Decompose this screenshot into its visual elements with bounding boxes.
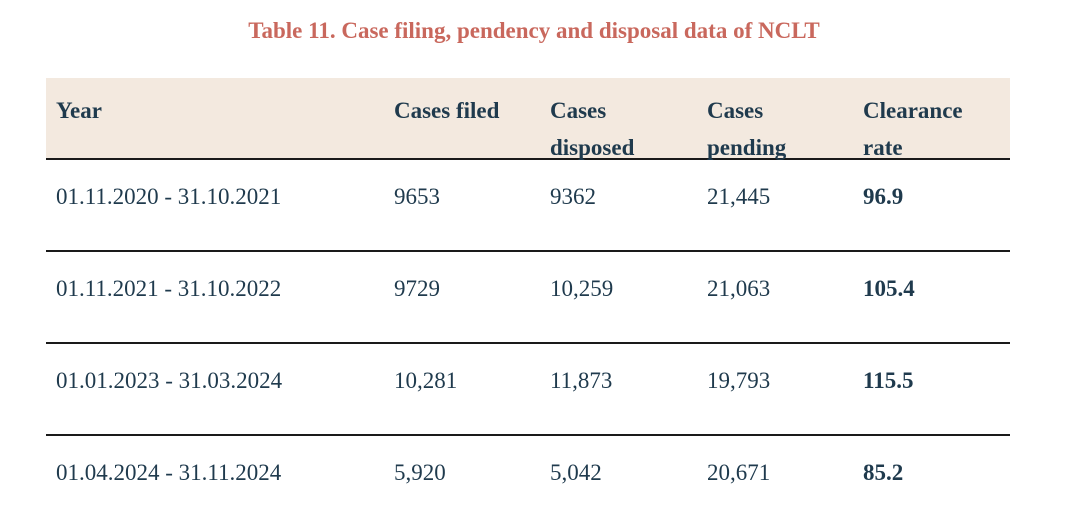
cell-cases-pending: 19,793 bbox=[707, 368, 771, 393]
cell-clearance-rate: 96.9 bbox=[863, 184, 904, 209]
header-cases-disposed: Cases disposed bbox=[550, 92, 634, 166]
cell-clearance-rate: 115.5 bbox=[863, 368, 914, 393]
header-clearance-rate-line2: rate bbox=[863, 135, 903, 160]
header-year-label: Year bbox=[56, 98, 102, 123]
cell-clearance-rate: 105.4 bbox=[863, 276, 915, 301]
header-cases-filed: Cases filed bbox=[394, 92, 499, 129]
header-cases-pending-line2: pending bbox=[707, 135, 787, 160]
cell-cases-disposed: 9362 bbox=[550, 184, 596, 209]
cell-year: 01.01.2023 - 31.03.2024 bbox=[56, 368, 283, 393]
cell-cases-pending: 20,671 bbox=[707, 460, 771, 485]
cell-year: 01.11.2021 - 31.10.2022 bbox=[56, 276, 282, 301]
nclt-data-table: Year Cases filed Cases disposed Cases pe… bbox=[46, 78, 1010, 507]
cell-cases-pending: 21,445 bbox=[707, 184, 771, 209]
cell-cases-filed: 5,920 bbox=[394, 460, 446, 485]
cell-cases-disposed: 10,259 bbox=[550, 276, 614, 301]
cell-cases-disposed: 11,873 bbox=[550, 368, 613, 393]
header-cases-pending-line1: Cases bbox=[707, 98, 764, 123]
header-year: Year bbox=[56, 92, 102, 129]
cell-clearance-rate: 85.2 bbox=[863, 460, 904, 485]
header-cases-pending: Cases pending bbox=[707, 92, 786, 166]
cell-cases-pending: 21,063 bbox=[707, 276, 771, 301]
table-row: 01.04.2024 - 31.11.2024 5,920 5,042 20,6… bbox=[46, 436, 1010, 507]
header-clearance-rate: Clearance rate bbox=[863, 92, 963, 166]
table-row: 01.01.2023 - 31.03.2024 10,281 11,873 19… bbox=[46, 344, 1010, 436]
table-caption: Table 11. Case filing, pendency and disp… bbox=[248, 18, 820, 43]
header-clearance-rate-line1: Clearance bbox=[863, 98, 963, 123]
header-cases-disposed-line1: Cases bbox=[550, 98, 607, 123]
cell-year: 01.11.2020 - 31.10.2021 bbox=[56, 184, 282, 209]
header-cases-disposed-line2: disposed bbox=[550, 135, 635, 160]
cell-year: 01.04.2024 - 31.11.2024 bbox=[56, 460, 282, 485]
cell-cases-disposed: 5,042 bbox=[550, 460, 602, 485]
cell-cases-filed: 9729 bbox=[394, 276, 440, 301]
header-cases-filed-label: Cases filed bbox=[394, 98, 500, 123]
table-row: 01.11.2020 - 31.10.2021 9653 9362 21,445… bbox=[46, 160, 1010, 252]
table-row: 01.11.2021 - 31.10.2022 9729 10,259 21,0… bbox=[46, 252, 1010, 344]
cell-cases-filed: 9653 bbox=[394, 184, 440, 209]
cell-cases-filed: 10,281 bbox=[394, 368, 458, 393]
table-header-row: Year Cases filed Cases disposed Cases pe… bbox=[46, 78, 1010, 160]
